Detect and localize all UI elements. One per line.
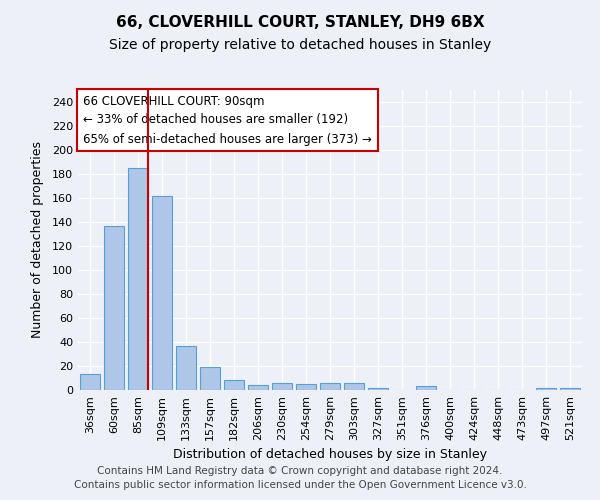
Text: 66, CLOVERHILL COURT, STANLEY, DH9 6BX: 66, CLOVERHILL COURT, STANLEY, DH9 6BX (116, 15, 484, 30)
Bar (200, 367, 220, 390)
X-axis label: Distribution of detached houses by size in Stanley: Distribution of detached houses by size … (173, 448, 487, 462)
Text: Contains HM Land Registry data © Crown copyright and database right 2024.
Contai: Contains HM Land Registry data © Crown c… (74, 466, 526, 490)
Y-axis label: Number of detached properties: Number of detached properties (31, 142, 44, 338)
Bar (368, 388, 388, 390)
Text: Size of property relative to detached houses in Stanley: Size of property relative to detached ho… (109, 38, 491, 52)
Bar (416, 386, 436, 390)
Text: 66 CLOVERHILL COURT: 90sqm
← 33% of detached houses are smaller (192)
65% of sem: 66 CLOVERHILL COURT: 90sqm ← 33% of deta… (83, 94, 372, 146)
Bar (560, 388, 580, 390)
Bar (296, 384, 316, 390)
Bar (104, 226, 124, 390)
Bar (536, 388, 556, 390)
Bar (224, 380, 244, 390)
Bar (320, 383, 340, 390)
Bar (344, 383, 364, 390)
Bar (176, 346, 196, 390)
Bar (248, 385, 268, 390)
Bar (272, 383, 292, 390)
Bar (80, 374, 100, 390)
Bar (128, 168, 148, 390)
Bar (152, 196, 172, 390)
